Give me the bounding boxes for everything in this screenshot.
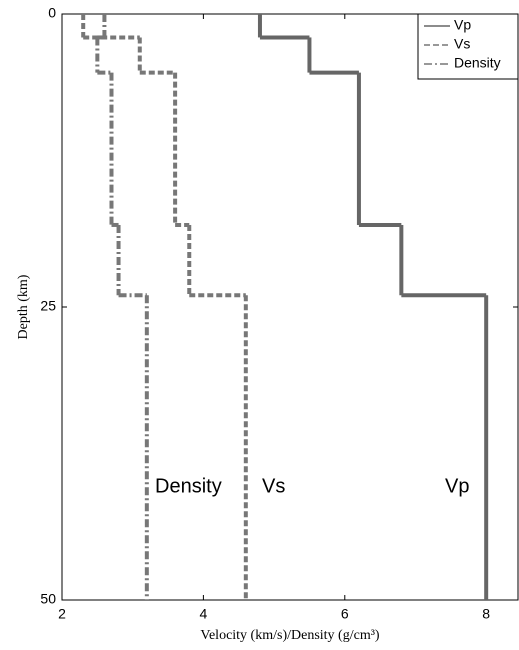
legend-label: Density	[454, 55, 501, 71]
y-tick-label: 0	[48, 5, 56, 21]
legend-box	[417, 13, 519, 80]
x-tick-label: 6	[341, 606, 349, 622]
x-tick-label: 2	[58, 606, 66, 622]
annotation: Vs	[262, 475, 285, 497]
annotation: Density	[155, 475, 222, 497]
x-tick-label: 8	[482, 606, 490, 622]
legend-label: Vp	[454, 17, 471, 33]
y-tick-label: 50	[40, 591, 56, 607]
x-tick-label: 4	[199, 606, 207, 622]
y-axis-label: Depth (km)	[16, 274, 31, 339]
annotation: Vp	[445, 475, 469, 497]
legend-label: Vs	[454, 36, 470, 52]
x-axis-label: Velocity (km/s)/Density (g/cm³)	[200, 628, 380, 643]
y-tick-label: 25	[40, 298, 56, 314]
plot-frame	[61, 13, 519, 601]
